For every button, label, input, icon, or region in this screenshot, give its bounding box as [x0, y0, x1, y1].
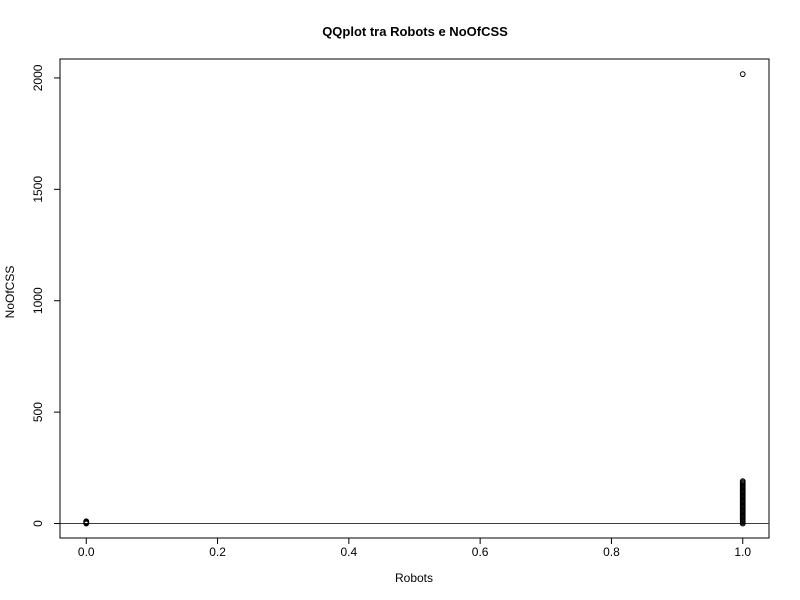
x-tick-label: 0.2: [209, 545, 226, 559]
y-tick-label: 0: [31, 520, 45, 527]
x-tick-label: 0.6: [472, 545, 489, 559]
data-point: [83, 518, 90, 525]
x-tick-label: 0.4: [341, 545, 358, 559]
points-layer: [83, 71, 746, 527]
x-tick-label: 0.0: [78, 545, 95, 559]
chart-title: QQplot tra Robots e NoOfCSS: [322, 24, 508, 39]
y-axis: 0 500 1000 1500 2000: [31, 64, 61, 527]
x-axis: 0.0 0.2 0.4 0.6 0.8 1.0: [78, 537, 751, 559]
y-tick-label: 2000: [31, 64, 45, 91]
data-point: [739, 71, 746, 78]
y-tick-label: 500: [31, 402, 45, 422]
x-tick-label: 0.8: [603, 545, 620, 559]
x-tick-label: 1.0: [734, 545, 751, 559]
x-axis-label: Robots: [395, 571, 433, 585]
y-axis-label: NoOfCSS: [3, 266, 17, 319]
data-point: [739, 478, 746, 485]
y-tick-label: 1000: [31, 287, 45, 314]
y-tick-label: 1500: [31, 176, 45, 203]
